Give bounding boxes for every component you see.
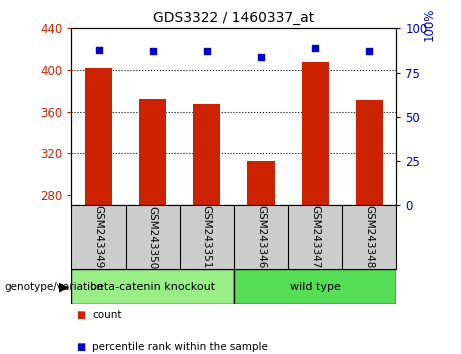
Bar bbox=[301, 62, 329, 205]
Bar bbox=[71, 269, 234, 304]
Text: GSM243347: GSM243347 bbox=[310, 205, 320, 269]
Text: GSM243349: GSM243349 bbox=[94, 205, 104, 269]
Y-axis label: 100%: 100% bbox=[422, 8, 436, 41]
Text: genotype/variation: genotype/variation bbox=[5, 282, 104, 292]
Bar bbox=[234, 269, 396, 304]
Point bbox=[257, 54, 265, 59]
Text: GSM243350: GSM243350 bbox=[148, 206, 158, 269]
Bar bbox=[85, 68, 112, 205]
Text: ■: ■ bbox=[76, 342, 85, 352]
Point bbox=[366, 48, 373, 54]
Text: GSM243351: GSM243351 bbox=[202, 205, 212, 269]
Text: ▶: ▶ bbox=[59, 280, 68, 293]
Bar bbox=[193, 104, 220, 205]
Point bbox=[203, 48, 211, 54]
Text: percentile rank within the sample: percentile rank within the sample bbox=[92, 342, 268, 352]
Bar bbox=[356, 100, 383, 205]
Point bbox=[312, 45, 319, 51]
Text: beta-catenin knockout: beta-catenin knockout bbox=[90, 282, 215, 292]
Bar bbox=[139, 99, 166, 205]
Bar bbox=[248, 161, 275, 205]
Text: count: count bbox=[92, 310, 122, 320]
Point bbox=[95, 47, 102, 52]
Point bbox=[149, 48, 156, 54]
Text: ■: ■ bbox=[76, 310, 85, 320]
Text: wild type: wild type bbox=[290, 282, 341, 292]
Text: GSM243346: GSM243346 bbox=[256, 205, 266, 269]
Title: GDS3322 / 1460337_at: GDS3322 / 1460337_at bbox=[154, 11, 314, 24]
Text: GSM243348: GSM243348 bbox=[364, 205, 374, 269]
